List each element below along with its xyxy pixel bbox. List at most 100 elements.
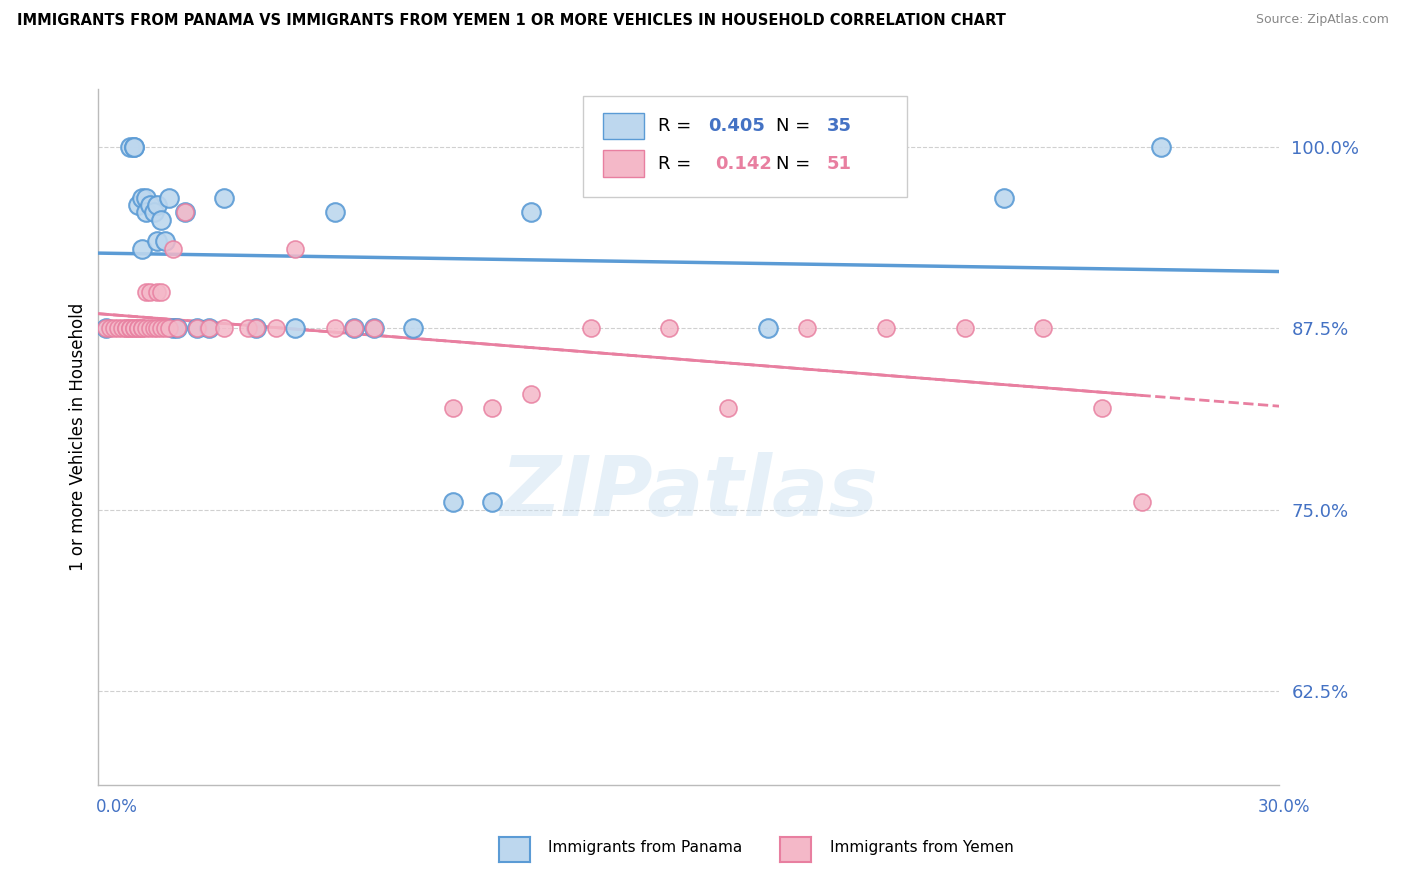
- Point: [343, 321, 366, 335]
- Point: [122, 321, 145, 335]
- Point: [197, 321, 219, 335]
- Point: [678, 140, 700, 154]
- Point: [162, 242, 184, 256]
- Point: [131, 242, 153, 256]
- Point: [155, 235, 177, 249]
- Text: 0.142: 0.142: [714, 154, 772, 173]
- Point: [441, 495, 464, 509]
- Point: [245, 321, 267, 335]
- Point: [135, 321, 157, 335]
- Text: 35: 35: [827, 117, 852, 135]
- Point: [343, 321, 366, 335]
- Point: [146, 198, 169, 212]
- Point: [115, 321, 138, 335]
- Text: R =: R =: [658, 117, 697, 135]
- Point: [1150, 140, 1173, 154]
- Point: [127, 321, 149, 335]
- FancyBboxPatch shape: [582, 96, 907, 197]
- Point: [115, 321, 138, 335]
- Point: [107, 321, 129, 335]
- Point: [174, 205, 197, 219]
- Point: [138, 321, 160, 335]
- Point: [111, 321, 134, 335]
- Point: [127, 198, 149, 212]
- Point: [122, 140, 145, 154]
- Text: Source: ZipAtlas.com: Source: ZipAtlas.com: [1256, 13, 1389, 27]
- Point: [146, 321, 169, 335]
- Point: [402, 321, 425, 335]
- Point: [186, 321, 208, 335]
- Point: [481, 495, 503, 509]
- Point: [441, 401, 464, 416]
- Point: [1130, 495, 1153, 509]
- Point: [756, 321, 779, 335]
- Point: [481, 401, 503, 416]
- Point: [214, 321, 236, 335]
- Point: [96, 321, 118, 335]
- Point: [131, 321, 153, 335]
- Text: IMMIGRANTS FROM PANAMA VS IMMIGRANTS FROM YEMEN 1 OR MORE VEHICLES IN HOUSEHOLD : IMMIGRANTS FROM PANAMA VS IMMIGRANTS FRO…: [17, 13, 1005, 29]
- Text: 51: 51: [827, 154, 852, 173]
- Point: [166, 321, 188, 335]
- Point: [214, 191, 236, 205]
- Bar: [603, 113, 644, 139]
- Point: [236, 321, 259, 335]
- Text: ZIPatlas: ZIPatlas: [501, 452, 877, 533]
- Y-axis label: 1 or more Vehicles in Household: 1 or more Vehicles in Household: [69, 303, 87, 571]
- Point: [166, 321, 188, 335]
- Point: [155, 321, 177, 335]
- Text: 0.0%: 0.0%: [96, 798, 138, 816]
- Point: [875, 321, 897, 335]
- Point: [993, 191, 1015, 205]
- Point: [174, 205, 197, 219]
- Point: [323, 321, 346, 335]
- Point: [157, 321, 180, 335]
- Point: [162, 321, 184, 335]
- Text: R =: R =: [658, 154, 703, 173]
- Point: [579, 321, 602, 335]
- Point: [131, 321, 153, 335]
- Point: [520, 386, 543, 401]
- Point: [118, 321, 141, 335]
- Point: [323, 205, 346, 219]
- Point: [284, 242, 307, 256]
- Point: [146, 235, 169, 249]
- Text: Immigrants from Yemen: Immigrants from Yemen: [830, 840, 1014, 855]
- Point: [135, 191, 157, 205]
- Point: [138, 198, 160, 212]
- Point: [103, 321, 125, 335]
- Point: [953, 321, 976, 335]
- Text: N =: N =: [776, 154, 817, 173]
- Point: [363, 321, 385, 335]
- Point: [1091, 401, 1114, 416]
- Point: [98, 321, 121, 335]
- Point: [118, 140, 141, 154]
- Point: [150, 321, 173, 335]
- Text: Immigrants from Panama: Immigrants from Panama: [548, 840, 742, 855]
- Point: [127, 321, 149, 335]
- Point: [150, 285, 173, 300]
- Point: [150, 212, 173, 227]
- Text: 0.405: 0.405: [707, 117, 765, 135]
- Point: [245, 321, 267, 335]
- Point: [138, 285, 160, 300]
- Point: [142, 205, 165, 219]
- Bar: [603, 151, 644, 177]
- Point: [96, 321, 118, 335]
- Point: [520, 205, 543, 219]
- Text: 30.0%: 30.0%: [1258, 798, 1310, 816]
- Point: [284, 321, 307, 335]
- Point: [264, 321, 287, 335]
- Point: [118, 321, 141, 335]
- Point: [186, 321, 208, 335]
- Point: [142, 321, 165, 335]
- Point: [157, 191, 180, 205]
- Point: [131, 191, 153, 205]
- Point: [197, 321, 219, 335]
- Point: [796, 321, 818, 335]
- Point: [146, 285, 169, 300]
- Point: [135, 205, 157, 219]
- Point: [122, 321, 145, 335]
- Point: [1032, 321, 1054, 335]
- Point: [363, 321, 385, 335]
